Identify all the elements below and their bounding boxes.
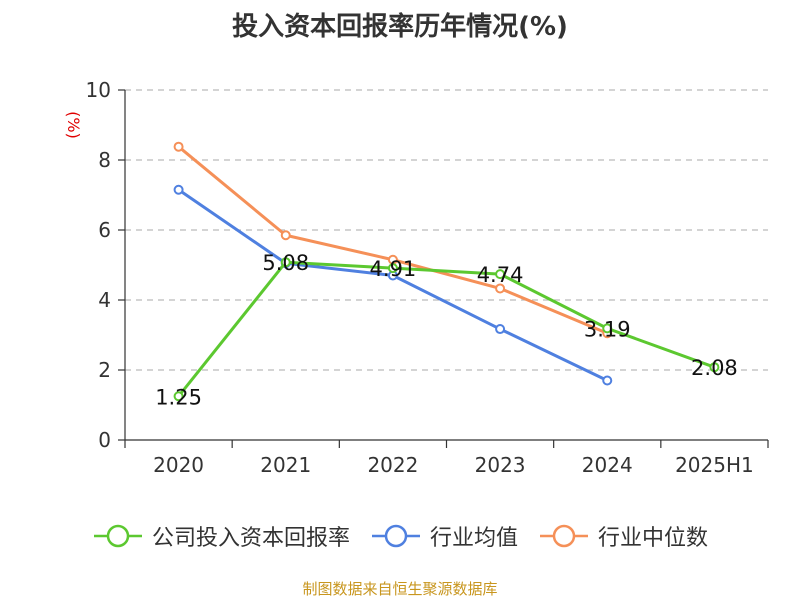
data-label-layer: 1.25 5.08 4.91 4.74 3.19 2.08	[155, 251, 738, 409]
data-label: 2.08	[691, 356, 738, 380]
y-tick-label: 0	[98, 428, 111, 452]
data-point	[173, 391, 184, 402]
legend-item[interactable]: 行业中位数	[538, 520, 708, 552]
grid-layer	[125, 89, 768, 371]
axis-layer: 0 2 4 6 8 10(%) 2020 2021 2022 2023 2024 2025H1	[64, 78, 769, 477]
data-point	[495, 283, 506, 294]
y-tick-label: 8	[98, 148, 111, 172]
legend-item[interactable]: 行业均值	[370, 520, 518, 552]
data-point	[495, 269, 506, 280]
legend-swatch	[371, 524, 420, 548]
data-point	[709, 362, 720, 373]
data-point	[602, 375, 613, 386]
series-line	[177, 145, 608, 335]
source-note: 制图数据来自恒生聚源数据库	[302, 580, 498, 598]
x-tick-label: 2022	[367, 453, 418, 477]
data-point	[280, 257, 291, 268]
series-line	[177, 188, 608, 382]
data-point	[602, 323, 613, 334]
y-tick-label: 4	[98, 288, 111, 312]
data-label: 5.08	[262, 251, 309, 275]
legend-item[interactable]: 公司投入资本回报率	[92, 520, 350, 552]
y-tick-label: 2	[98, 358, 111, 382]
x-tick-label: 2021	[260, 453, 311, 477]
legend-label: 行业均值	[429, 526, 518, 551]
x-tick-label: 2025H1	[675, 453, 754, 477]
data-point	[387, 263, 398, 274]
data-point	[495, 324, 506, 335]
legend-label: 公司投入资本回报率	[151, 526, 350, 551]
legend: 公司投入资本回报率 行业均值 行业中位数	[0, 520, 800, 552]
x-tick-label: 2024	[582, 453, 633, 477]
data-point	[173, 141, 184, 152]
data-label: 4.74	[477, 263, 524, 287]
x-tick-label: 2023	[475, 453, 526, 477]
y-axis-label: (%)	[64, 111, 83, 139]
series-line	[177, 260, 715, 398]
data-label: 4.91	[370, 257, 417, 281]
chart-title: 投入资本回报率历年情况(%)	[232, 12, 568, 42]
data-label: 3.19	[584, 317, 631, 341]
legend-swatch	[540, 524, 588, 548]
y-tick-label: 10	[86, 78, 111, 102]
data-point	[173, 184, 184, 195]
series-layer	[173, 141, 720, 402]
data-label: 1.25	[155, 385, 202, 409]
data-point	[280, 230, 291, 241]
x-tick-label: 2020	[153, 453, 204, 477]
legend-label: 行业中位数	[598, 526, 709, 551]
legend-swatch	[93, 524, 142, 548]
y-tick-label: 6	[98, 218, 111, 242]
